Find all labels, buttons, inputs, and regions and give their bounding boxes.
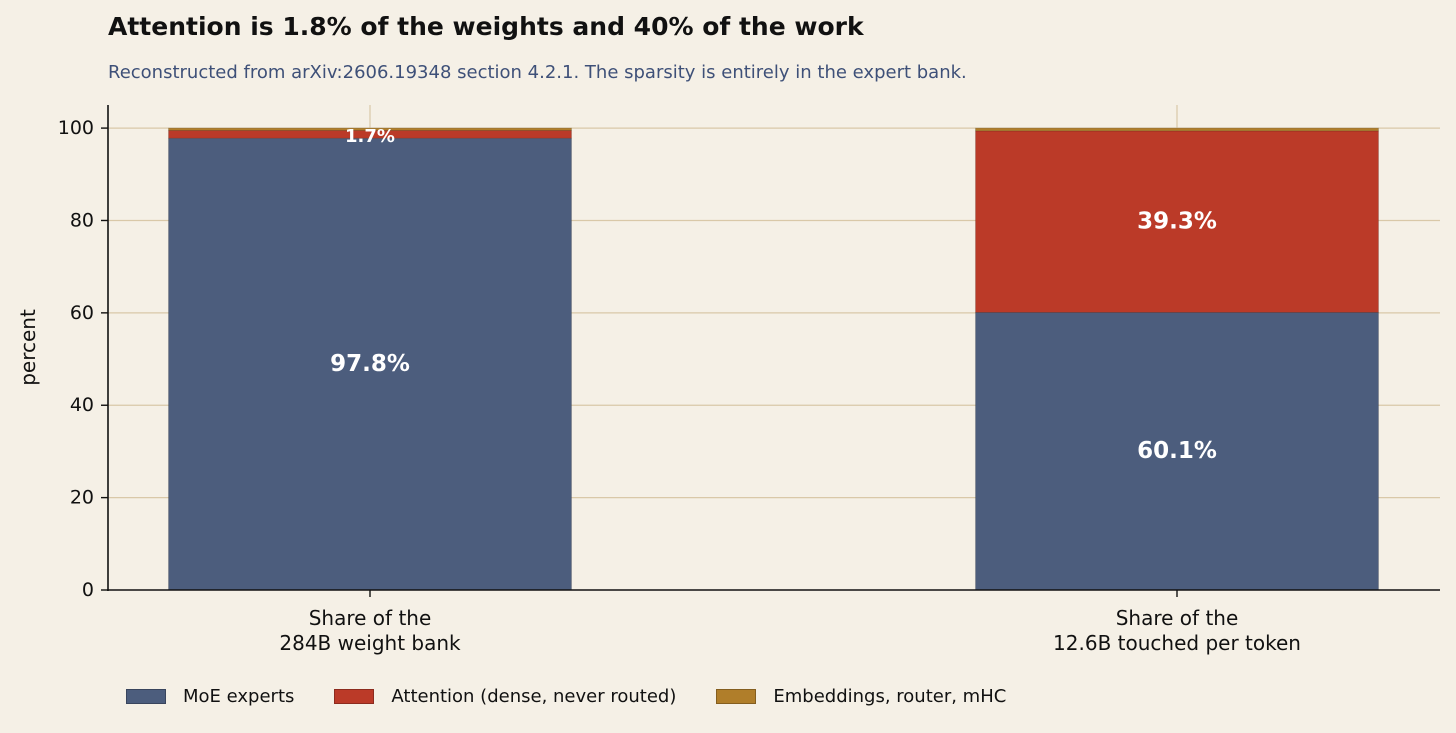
y-tick-label: 100 <box>58 117 94 139</box>
y-tick-label: 40 <box>70 394 94 416</box>
y-tick-label: 80 <box>70 209 94 231</box>
data-label: 39.3% <box>1137 209 1217 235</box>
chart-subtitle: Reconstructed from arXiv:2606.19348 sect… <box>108 62 967 83</box>
bars <box>168 127 1379 591</box>
bar-segment <box>168 127 572 131</box>
data-label: 60.1% <box>1137 438 1217 464</box>
chart-title: Attention is 1.8% of the weights and 40%… <box>108 12 864 41</box>
bar-segment <box>975 127 1379 132</box>
legend-item: Attention (dense, never routed) <box>334 686 676 707</box>
y-tick-label: 0 <box>82 579 94 601</box>
bar-segment <box>975 311 1379 591</box>
data-label: 97.8% <box>330 351 410 377</box>
y-tick-label: 60 <box>70 302 94 324</box>
x-tick-label: Share of the 12.6B touched per token <box>1053 606 1301 655</box>
labels: 97.8% 1.7% 60.1% 39.3% <box>330 126 1217 464</box>
legend-label: Embeddings, router, mHC <box>773 686 1007 707</box>
legend-swatch <box>716 689 757 704</box>
data-label: 1.7% <box>345 126 395 147</box>
legend-item: Embeddings, router, mHC <box>716 686 1006 707</box>
y-tick-label: 20 <box>70 487 94 509</box>
legend-label: MoE experts <box>183 686 295 707</box>
y-axis-label: percent <box>16 309 40 386</box>
legend-swatch <box>126 689 166 704</box>
legend-label: Attention (dense, never routed) <box>391 686 677 707</box>
legend-item: MoE experts <box>126 686 294 707</box>
bar-segment <box>975 130 1379 313</box>
bar-segment <box>168 137 572 591</box>
axes: 0 20 40 60 80 100 Share of the 284B weight bank… <box>16 105 1440 655</box>
x-tick-label: Share of the 284B weight bank <box>279 606 461 655</box>
legend-swatch <box>334 689 375 704</box>
legend: MoE experts Attention (dense, never route… <box>126 686 1046 707</box>
